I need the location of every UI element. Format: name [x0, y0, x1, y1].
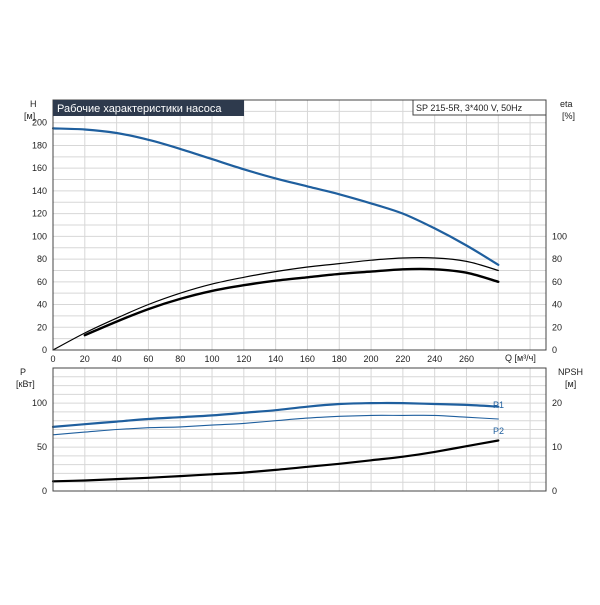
bottom-panel-grid [53, 368, 546, 491]
top-panel-grid [53, 100, 546, 350]
tick-label-q: 100 [205, 354, 220, 364]
top-series-line-0 [51, 127, 500, 266]
tick-label-h: 40 [37, 300, 47, 310]
right-axis-unit-npsh: [м] [565, 379, 576, 389]
tick-label-p: 100 [32, 398, 47, 408]
tick-label-npsh: 10 [552, 442, 562, 452]
bottom-panel-frame [52, 367, 547, 492]
tick-label-h: 140 [32, 186, 47, 196]
tick-label-q: 0 [50, 354, 55, 364]
right-axis-label-eta: eta [560, 99, 573, 109]
tick-label-q: 60 [143, 354, 153, 364]
tick-label-p: 50 [37, 442, 47, 452]
top-panel-frame [52, 99, 547, 351]
chart-title: Рабочие характеристики насоса [57, 103, 222, 115]
tick-label-q: 180 [332, 354, 347, 364]
tick-label-p: 0 [42, 486, 47, 496]
chart-subtitle: SP 215-5R, 3*400 V, 50Hz [416, 103, 523, 113]
series-label-p1: P1 [493, 400, 504, 410]
tick-label-eta: 40 [552, 300, 562, 310]
bottom-series-line-2 [51, 439, 500, 483]
tick-label-eta: 0 [552, 345, 557, 355]
bottom-series-line-1 [52, 414, 499, 436]
tick-label-q: 260 [459, 354, 474, 364]
top-series-line-1 [52, 257, 499, 351]
tick-label-h: 120 [32, 209, 47, 219]
tick-label-q: 120 [236, 354, 251, 364]
right-axis-unit-eta: [%] [562, 111, 575, 121]
tick-label-h: 100 [32, 231, 47, 241]
tick-label-h: 0 [42, 345, 47, 355]
left-axis-unit-P: [кВт] [16, 379, 35, 389]
tick-label-q: 140 [268, 354, 283, 364]
tick-label-h: 20 [37, 322, 47, 332]
tick-label-eta: 20 [552, 322, 562, 332]
chart-title-box [53, 100, 244, 116]
tick-label-eta: 100 [552, 231, 567, 241]
series-label-p2: P2 [493, 426, 504, 436]
tick-label-q: 240 [427, 354, 442, 364]
right-axis-label-npsh: NPSH [558, 367, 583, 377]
tick-label-q: 160 [300, 354, 315, 364]
x-axis-label-Q: Q [м³/ч] [505, 353, 536, 363]
tick-label-npsh: 20 [552, 398, 562, 408]
tick-labels: 0204060801001201401601802000204060801000… [32, 118, 567, 496]
tick-label-q: 220 [395, 354, 410, 364]
tick-label-q: 80 [175, 354, 185, 364]
top-series-line-2 [83, 267, 500, 337]
tick-label-h: 60 [37, 277, 47, 287]
tick-label-eta: 80 [552, 254, 562, 264]
tick-label-npsh: 0 [552, 486, 557, 496]
bottom-series-line-0 [51, 401, 500, 428]
tick-label-h: 200 [32, 118, 47, 128]
tick-label-q: 200 [364, 354, 379, 364]
left-axis-label-P: P [20, 367, 26, 377]
tick-label-h: 80 [37, 254, 47, 264]
left-axis-label-H: H [30, 99, 37, 109]
tick-label-eta: 60 [552, 277, 562, 287]
chart-subtitle-box [412, 99, 547, 116]
tick-label-h: 160 [32, 163, 47, 173]
tick-label-q: 20 [80, 354, 90, 364]
tick-label-h: 180 [32, 140, 47, 150]
left-axis-unit-H: [м] [24, 111, 35, 121]
series-layer [51, 127, 500, 483]
tick-label-q: 40 [112, 354, 122, 364]
